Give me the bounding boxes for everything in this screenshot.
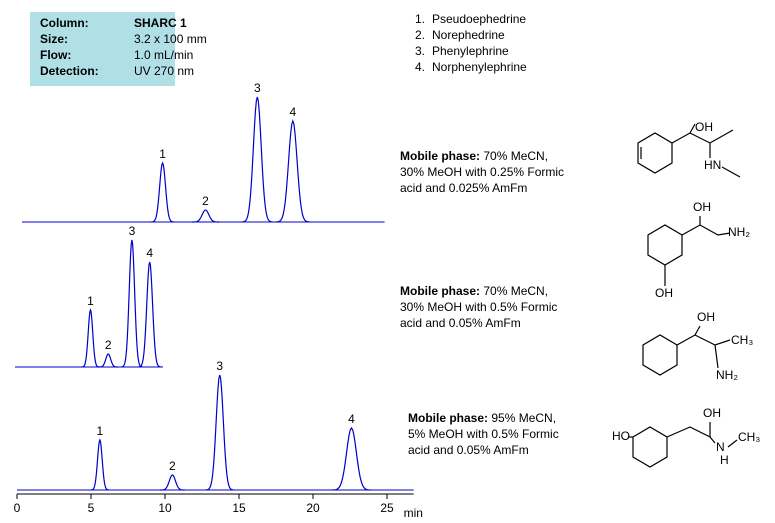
peak-label: 2 xyxy=(169,459,176,473)
peak xyxy=(241,96,273,223)
peak-label: 4 xyxy=(289,105,296,119)
atom-label: OH xyxy=(695,120,713,134)
atom-label: OH xyxy=(693,200,711,214)
atom-label: H xyxy=(720,453,729,467)
peak xyxy=(205,374,235,491)
peak xyxy=(121,239,143,368)
peak-label: 1 xyxy=(97,424,104,438)
peak-label: 3 xyxy=(216,359,223,373)
atom-label: OH xyxy=(697,310,715,324)
atom-label: NH₂ xyxy=(716,368,738,382)
mobile-phase-label: Mobile phase: xyxy=(400,284,480,298)
peak-label: 4 xyxy=(348,412,355,426)
compound-name: Pseudoephedrine xyxy=(432,12,526,26)
info-key: Column: xyxy=(40,16,89,30)
peak xyxy=(98,353,119,368)
atom-label: CH₃ xyxy=(731,333,753,347)
atom-label: NH₂ xyxy=(728,225,750,239)
mobile-phase: Mobile phase: 95% MeCN, xyxy=(408,411,556,425)
compound-number: 1. xyxy=(415,12,425,26)
info-key: Flow: xyxy=(40,48,71,62)
info-value: UV 270 nm xyxy=(134,64,194,78)
compound-number: 4. xyxy=(415,60,425,74)
peak-label: 3 xyxy=(129,224,136,238)
info-value: SHARC 1 xyxy=(134,16,187,30)
mobile-phase-text: acid and 0.05% AmFm xyxy=(400,316,521,330)
atom-label: N xyxy=(716,440,725,454)
compound-number: 2. xyxy=(415,28,425,42)
compound-name: Phenylephrine xyxy=(432,44,509,58)
structures xyxy=(628,123,741,468)
mobile-phase-text: acid and 0.025% AmFm xyxy=(400,181,527,195)
peak xyxy=(160,474,185,491)
peak xyxy=(275,119,310,223)
peak xyxy=(81,308,100,368)
peak xyxy=(331,426,372,491)
atom-label: OH xyxy=(703,406,721,420)
peak-label: 1 xyxy=(159,147,166,161)
peak xyxy=(192,209,219,223)
mobile-phase-text: 95% MeCN, xyxy=(488,411,556,425)
peak-label: 2 xyxy=(202,194,209,208)
mobile-phase-label: Mobile phase: xyxy=(400,149,480,163)
x-tick-label: 15 xyxy=(232,501,246,515)
info-key: Size: xyxy=(40,32,68,46)
info-value: 1.0 mL/min xyxy=(134,48,193,62)
mobile-phase-text: 5% MeOH with 0.5% Formic xyxy=(408,427,559,441)
atom-label: CH₃ xyxy=(738,430,760,444)
x-tick-label: 20 xyxy=(306,501,320,515)
compound-name: Norephedrine xyxy=(432,28,505,42)
x-axis-label: min xyxy=(404,506,423,520)
compound-name: Norphenylephrine xyxy=(432,60,527,74)
atom-label: OH xyxy=(655,286,673,300)
mobile-phase-text: acid and 0.05% AmFm xyxy=(408,443,529,457)
peak xyxy=(150,161,175,223)
x-tick-label: 10 xyxy=(158,501,172,515)
atom-label: HN xyxy=(704,158,721,172)
info-box xyxy=(30,12,175,86)
compound-number: 3. xyxy=(415,44,425,58)
x-tick-label: 0 xyxy=(14,501,21,515)
mobile-phase: Mobile phase: 70% MeCN, xyxy=(400,149,548,163)
mobile-phase: Mobile phase: 70% MeCN, xyxy=(400,284,548,298)
mobile-phase-text: 70% MeCN, xyxy=(480,149,548,163)
peak-label: 1 xyxy=(87,294,94,308)
mobile-phase-text: 70% MeCN, xyxy=(480,284,548,298)
peak-label: 4 xyxy=(146,246,153,260)
x-tick-label: 25 xyxy=(380,501,394,515)
mobile-phase-label: Mobile phase: xyxy=(408,411,488,425)
mobile-phase-text: 30% MeOH with 0.5% Formic xyxy=(400,300,557,314)
mobile-phase-text: 30% MeOH with 0.25% Formic xyxy=(400,165,564,179)
info-value: 3.2 x 100 mm xyxy=(134,32,207,46)
x-tick-label: 5 xyxy=(88,501,95,515)
atom-label: HO xyxy=(612,429,630,443)
info-key: Detection: xyxy=(40,64,99,78)
peak xyxy=(138,261,162,368)
peak-label: 2 xyxy=(105,338,112,352)
peak-label: 3 xyxy=(254,81,261,95)
peak xyxy=(90,438,110,491)
